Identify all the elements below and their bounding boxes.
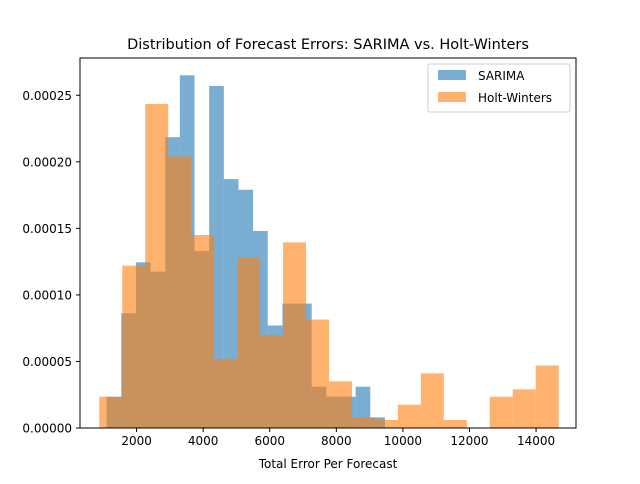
y-tick-label-5: 0.00025 <box>22 89 72 103</box>
bar-holt-winters-3 <box>168 156 192 429</box>
y-tick-label-1: 0.00005 <box>22 355 72 369</box>
bars-layer <box>99 75 559 429</box>
bar-holt-winters-16 <box>489 396 513 428</box>
bar-holt-winters-11 <box>351 417 375 428</box>
x-axis-label: Total Error Per Forecast <box>258 457 398 471</box>
y-axis: 0.00000 0.00005 0.00010 0.00015 0.00020 0.000… <box>22 89 80 436</box>
bar-holt-winters-2 <box>145 103 169 429</box>
x-tick-label-6: 14000 <box>517 434 555 448</box>
x-tick-label-4: 10000 <box>384 434 422 448</box>
bar-holt-winters-8 <box>283 242 307 428</box>
x-tick-label-2: 6000 <box>254 434 285 448</box>
bar-holt-winters-10 <box>329 381 352 428</box>
y-tick-label-3: 0.00015 <box>22 222 72 236</box>
bar-holt-winters-13 <box>397 404 421 428</box>
chart-title: Distribution of Forecast Errors: SARIMA … <box>127 37 529 53</box>
x-tick-label-3: 8000 <box>321 434 352 448</box>
x-axis: 2000 4000 6000 8000 10000 12000 14000 <box>121 428 555 448</box>
legend-label-sarima: SARIMA <box>478 69 525 83</box>
legend-swatch-sarima <box>438 70 466 80</box>
y-tick-label-4: 0.00020 <box>22 155 72 169</box>
bar-holt-winters-12 <box>374 420 398 428</box>
x-tick-label-5: 12000 <box>450 434 488 448</box>
plot-frame <box>79 57 577 429</box>
legend-label-holt-winters: Holt-Winters <box>478 91 552 105</box>
bar-holt-winters-18 <box>535 365 559 428</box>
bar-holt-winters-15 <box>443 420 467 428</box>
bar-holt-winters-5 <box>214 358 238 428</box>
y-tick-label-0: 0.00000 <box>22 422 72 436</box>
bar-holt-winters-6 <box>237 257 261 428</box>
x-tick-label-0: 2000 <box>121 434 152 448</box>
legend-swatch-holt-winters <box>438 92 466 102</box>
y-tick-label-2: 0.00010 <box>22 288 72 302</box>
bar-holt-winters-4 <box>191 235 215 428</box>
bar-holt-winters-7 <box>260 334 284 428</box>
bar-holt-winters-1 <box>122 265 146 428</box>
bar-holt-winters-9 <box>306 319 329 428</box>
bar-holt-winters-14 <box>420 373 444 428</box>
x-tick-label-1: 4000 <box>188 434 219 448</box>
bar-holt-winters-17 <box>512 389 536 428</box>
legend: SARIMA Holt-Winters <box>427 63 571 113</box>
bar-holt-winters-0 <box>99 396 123 428</box>
